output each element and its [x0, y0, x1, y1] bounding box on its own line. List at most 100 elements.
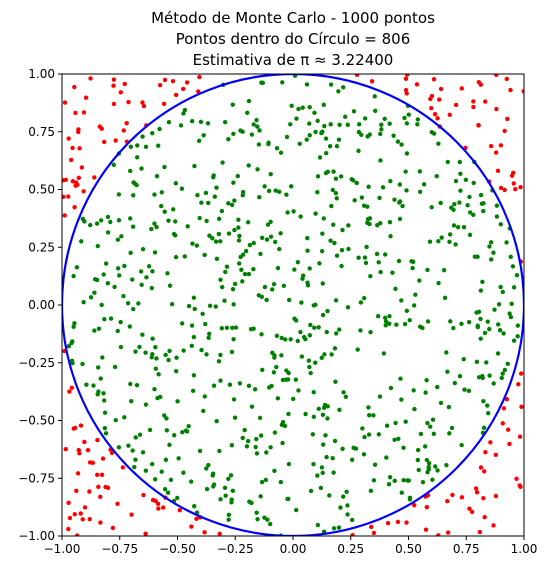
inside-point: [467, 210, 473, 215]
inside-point: [159, 190, 164, 195]
inside-point: [362, 255, 368, 260]
inside-point: [381, 351, 387, 356]
y-tick-label: 0.75: [28, 125, 55, 139]
inside-point: [332, 438, 338, 444]
outside-point: [177, 507, 182, 513]
inside-point: [364, 244, 369, 250]
inside-point: [278, 150, 284, 155]
inside-point: [291, 396, 296, 402]
inside-point: [245, 110, 250, 116]
inside-point: [136, 301, 141, 306]
y-tick-label: 0.00: [28, 298, 55, 312]
inside-point: [337, 327, 342, 332]
outside-point: [81, 110, 87, 115]
inside-point: [330, 187, 336, 193]
outside-point: [471, 104, 476, 110]
inside-point: [313, 129, 318, 135]
inside-point: [205, 121, 211, 126]
inside-point: [305, 248, 310, 253]
inside-point: [274, 146, 280, 151]
inside-point: [69, 358, 75, 364]
inside-point: [202, 394, 207, 399]
inside-point: [341, 85, 346, 90]
inside-point: [297, 141, 302, 146]
inside-point: [274, 333, 280, 339]
outside-point: [445, 499, 450, 504]
inside-point: [366, 413, 372, 418]
inside-point: [452, 202, 457, 207]
inside-point: [428, 424, 433, 429]
inside-point: [492, 307, 497, 312]
inside-point: [103, 431, 109, 436]
inside-point: [267, 521, 273, 527]
inside-point: [115, 328, 120, 334]
inside-point: [504, 240, 509, 245]
inside-point: [461, 225, 467, 230]
inside-point: [92, 328, 97, 333]
inside-point: [325, 416, 330, 421]
inside-point: [182, 107, 188, 113]
inside-point: [258, 433, 264, 438]
inside-point: [298, 214, 303, 219]
inside-point: [304, 82, 310, 87]
inside-point: [264, 297, 269, 303]
x-axis: −1.00 −0.75 −0.50 −0.25 0.00 0.25 0.50 0.75 1.00: [44, 536, 537, 556]
inside-point: [319, 465, 325, 470]
outside-point: [498, 185, 504, 191]
inside-point: [310, 432, 316, 437]
inside-point: [420, 325, 425, 331]
inside-point: [404, 308, 410, 313]
inside-point: [396, 436, 401, 441]
inside-point: [231, 337, 236, 342]
inside-point: [175, 399, 180, 404]
inside-point: [96, 389, 101, 394]
inside-point: [358, 300, 364, 305]
inside-point: [494, 214, 500, 219]
y-tick-label: 0.50: [28, 183, 55, 197]
inside-point: [351, 109, 357, 114]
inside-point: [94, 221, 100, 226]
inside-point: [195, 193, 200, 198]
inside-point: [99, 302, 104, 308]
inside-point: [191, 334, 197, 340]
inside-point: [158, 394, 163, 400]
inside-point: [417, 278, 422, 283]
inside-point: [413, 292, 418, 297]
inside-point: [134, 382, 140, 388]
outside-point: [143, 531, 148, 536]
inside-point: [130, 448, 135, 453]
outside-point: [63, 177, 68, 183]
inside-point: [296, 388, 301, 393]
outside-point: [67, 389, 72, 394]
title-line-2: Pontos dentro do Círculo = 806: [176, 30, 411, 48]
inside-point: [383, 323, 388, 328]
outside-point: [445, 530, 451, 535]
inside-point: [275, 396, 281, 401]
inside-point: [252, 387, 258, 392]
inside-point: [321, 102, 326, 108]
inside-point: [502, 367, 508, 373]
inside-point: [163, 352, 168, 358]
outside-point: [162, 77, 168, 83]
outside-point: [500, 421, 505, 426]
inside-point: [92, 277, 98, 282]
inside-point: [129, 398, 134, 404]
inside-point: [224, 264, 230, 269]
inside-point: [471, 212, 476, 218]
inside-point: [139, 282, 144, 287]
inside-point: [339, 263, 344, 269]
inside-point: [509, 301, 514, 307]
inside-point: [481, 201, 486, 206]
inside-point: [153, 366, 159, 371]
inside-point: [262, 515, 267, 520]
inside-point: [306, 358, 312, 363]
outside-point: [98, 494, 103, 500]
outside-point: [423, 527, 429, 532]
inside-point: [271, 370, 277, 375]
inside-point: [254, 117, 259, 123]
inside-point: [231, 180, 236, 185]
title-line-3: Estimativa de π ≈ 3.22400: [193, 51, 394, 69]
inside-point: [317, 155, 323, 160]
inside-point: [254, 451, 260, 456]
